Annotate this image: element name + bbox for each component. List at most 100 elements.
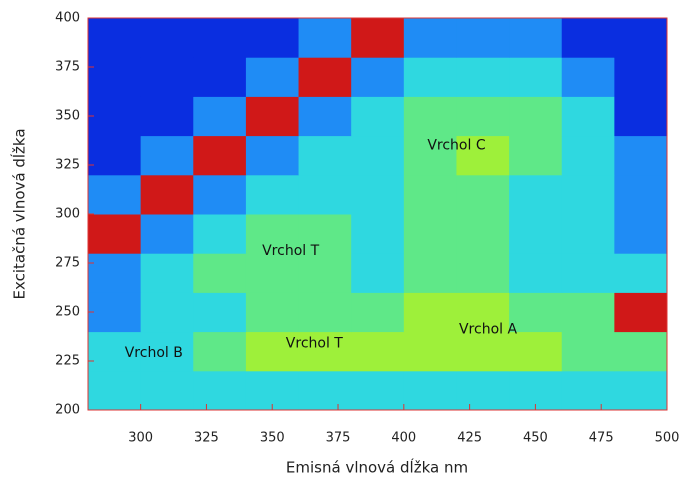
heat-cell [141, 292, 194, 332]
y-tick-label: 400 [55, 11, 80, 26]
heat-cell [193, 371, 246, 411]
heat-cell [351, 18, 404, 58]
heat-cell [562, 371, 615, 411]
heat-cell [193, 292, 246, 332]
heat-cell [456, 175, 509, 215]
heat-cell [456, 214, 509, 254]
heat-cell [351, 136, 404, 176]
heat-cell [509, 57, 562, 97]
heat-cell [88, 96, 141, 136]
heat-cell [614, 214, 667, 254]
heat-cell [614, 292, 667, 332]
heat-cell [456, 18, 509, 58]
heat-cell [193, 57, 246, 97]
heat-cell [614, 371, 667, 411]
heat-cell [141, 371, 194, 411]
peak-label: Vrchol B [125, 345, 183, 361]
heat-cell [351, 175, 404, 215]
y-tick-label: 350 [55, 109, 80, 124]
x-tick-label: 325 [194, 431, 219, 446]
heat-cell [614, 136, 667, 176]
heat-cell [88, 371, 141, 411]
heat-cell [141, 57, 194, 97]
heat-cell [456, 57, 509, 97]
heat-cell [614, 57, 667, 97]
heat-cell [351, 57, 404, 97]
x-axis-label: Emisná vlnová dĺžka nm [286, 458, 468, 477]
y-tick-label: 300 [55, 207, 80, 222]
heat-cell [351, 292, 404, 332]
y-tick-label: 275 [55, 256, 80, 271]
heat-cell [351, 214, 404, 254]
y-tick-label: 325 [55, 158, 80, 173]
heat-cell [351, 96, 404, 136]
heat-cell [509, 253, 562, 293]
heat-cell [193, 96, 246, 136]
heat-cell [141, 175, 194, 215]
heat-cell [456, 253, 509, 293]
x-tick-label: 475 [589, 431, 614, 446]
heat-cell [246, 175, 299, 215]
heat-cell [509, 136, 562, 176]
heat-cell [193, 253, 246, 293]
y-tick-label: 375 [55, 60, 80, 75]
heat-cell [562, 136, 615, 176]
heat-cell [299, 96, 352, 136]
heat-cell [404, 96, 457, 136]
heat-cell [614, 96, 667, 136]
heat-cell [562, 253, 615, 293]
heat-cell [404, 371, 457, 411]
y-axis-label: Excitačná vlnová dĺžka [10, 128, 29, 299]
y-tick-label: 250 [55, 305, 80, 320]
x-tick-label: 450 [523, 431, 548, 446]
heat-cell [404, 253, 457, 293]
heat-cell [562, 214, 615, 254]
heat-cell [141, 136, 194, 176]
heat-cell [614, 175, 667, 215]
y-tick-label: 225 [55, 354, 80, 369]
heat-cell [562, 96, 615, 136]
heat-cell [351, 253, 404, 293]
heat-cell [246, 96, 299, 136]
heat-cell [351, 371, 404, 411]
heat-cell [193, 332, 246, 372]
heat-cell [509, 214, 562, 254]
heat-cell [299, 136, 352, 176]
heat-cell [88, 136, 141, 176]
heat-cell [299, 371, 352, 411]
x-tick-label: 375 [326, 431, 351, 446]
heat-cell [299, 18, 352, 58]
heat-cell [141, 18, 194, 58]
heat-cell [404, 214, 457, 254]
heat-cell [246, 136, 299, 176]
heat-cell [88, 292, 141, 332]
heat-cell [404, 332, 457, 372]
peak-label: Vrchol A [459, 322, 518, 338]
heat-cell [299, 175, 352, 215]
x-tick-label: 400 [391, 431, 416, 446]
heat-cell [562, 292, 615, 332]
heat-cell [456, 96, 509, 136]
heat-cell [614, 332, 667, 372]
heat-cell [404, 57, 457, 97]
heat-cell [404, 18, 457, 58]
heat-cell [246, 57, 299, 97]
x-tick-label: 300 [128, 431, 153, 446]
heat-cell [509, 175, 562, 215]
heat-cell [88, 175, 141, 215]
heat-cell [88, 57, 141, 97]
heat-cell [351, 332, 404, 372]
heat-cell [562, 57, 615, 97]
heat-cell [141, 96, 194, 136]
peak-label: Vrchol T [286, 335, 344, 351]
heat-cell [562, 18, 615, 58]
heat-cell [88, 253, 141, 293]
heat-cell [509, 96, 562, 136]
heat-cell [614, 253, 667, 293]
chart: Emisná vlnová dĺžka nm Excitačná vlnová … [0, 0, 684, 482]
heat-cell [193, 136, 246, 176]
heat-cell [193, 214, 246, 254]
x-tick-label: 350 [260, 431, 285, 446]
heat-cell [404, 175, 457, 215]
heat-cell [88, 18, 141, 58]
